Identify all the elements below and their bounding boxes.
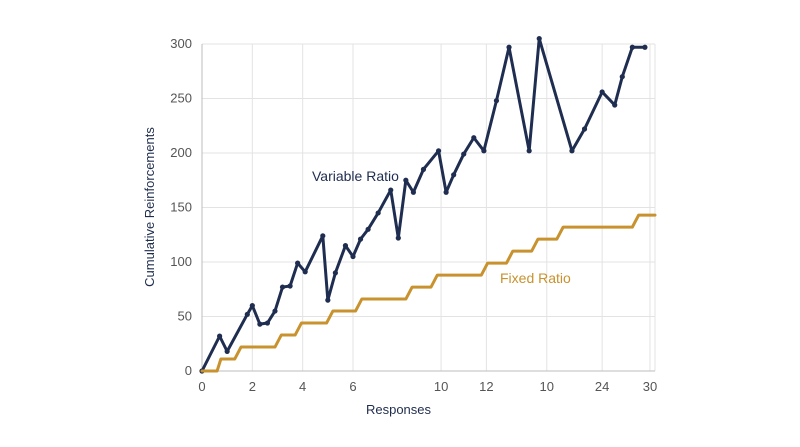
y-tick-label: 300: [170, 36, 192, 51]
data-point: [526, 148, 532, 154]
data-point: [375, 210, 381, 216]
data-point: [302, 269, 308, 275]
x-tick-label: 10: [434, 379, 448, 394]
data-point: [581, 126, 588, 132]
series-label-fixed-ratio: Fixed Ratio: [500, 270, 571, 286]
y-tick-label: 0: [185, 363, 192, 378]
x-axis-title: Responses: [366, 402, 432, 417]
data-point: [420, 166, 427, 172]
data-point: [461, 151, 467, 157]
x-tick-label: 10: [540, 379, 554, 394]
axes: [201, 44, 655, 372]
data-point: [257, 321, 263, 327]
x-tick-label: 6: [349, 379, 356, 394]
series-fixed-ratio: [200, 213, 657, 373]
x-tick-label: 12: [479, 379, 493, 394]
y-tick-label: 150: [170, 200, 192, 215]
data-point: [272, 308, 278, 314]
data-point: [264, 320, 271, 326]
data-point: [506, 44, 512, 50]
x-tick-label: 4: [299, 379, 306, 394]
y-tick-label: 50: [178, 309, 192, 324]
data-point: [395, 235, 401, 241]
series-group: [199, 35, 657, 374]
series-variable-ratio: [199, 35, 648, 374]
data-point: [493, 98, 500, 104]
data-point: [481, 148, 487, 154]
data-point: [619, 74, 625, 80]
data-point: [350, 253, 356, 260]
y-axis-title: Cumulative Reinforcements: [142, 127, 157, 287]
data-point: [599, 89, 605, 95]
data-point: [403, 177, 409, 183]
y-tick-label: 250: [170, 91, 192, 106]
x-tick-label: 2: [249, 379, 256, 394]
grid-lines: [202, 43, 656, 372]
data-point: [244, 311, 250, 317]
data-point: [365, 226, 371, 232]
y-tick-label: 100: [170, 254, 192, 269]
data-point: [388, 187, 394, 193]
data-point: [224, 348, 230, 354]
data-point: [536, 35, 542, 42]
y-tick-label: 200: [170, 145, 192, 160]
data-point: [642, 44, 648, 50]
x-tick-label: 0: [198, 379, 205, 394]
data-point: [332, 270, 338, 276]
data-point: [295, 260, 301, 266]
data-point: [443, 189, 449, 195]
data-point: [342, 243, 349, 249]
data-point: [451, 172, 457, 178]
series-label-variable-ratio: Variable Ratio: [312, 168, 399, 184]
data-point: [320, 233, 326, 239]
data-point: [629, 44, 635, 50]
series-line: [200, 213, 657, 373]
data-point: [569, 148, 575, 154]
data-point: [249, 303, 255, 309]
data-point: [357, 236, 364, 242]
data-point: [410, 189, 416, 195]
data-point: [287, 283, 293, 289]
x-tick-label: 30: [643, 379, 657, 394]
data-point: [612, 102, 618, 108]
data-point: [435, 148, 442, 154]
data-point: [471, 135, 477, 141]
x-tick-label: 24: [595, 379, 609, 394]
data-point: [279, 284, 286, 290]
data-point: [217, 333, 223, 339]
data-point: [325, 297, 331, 303]
